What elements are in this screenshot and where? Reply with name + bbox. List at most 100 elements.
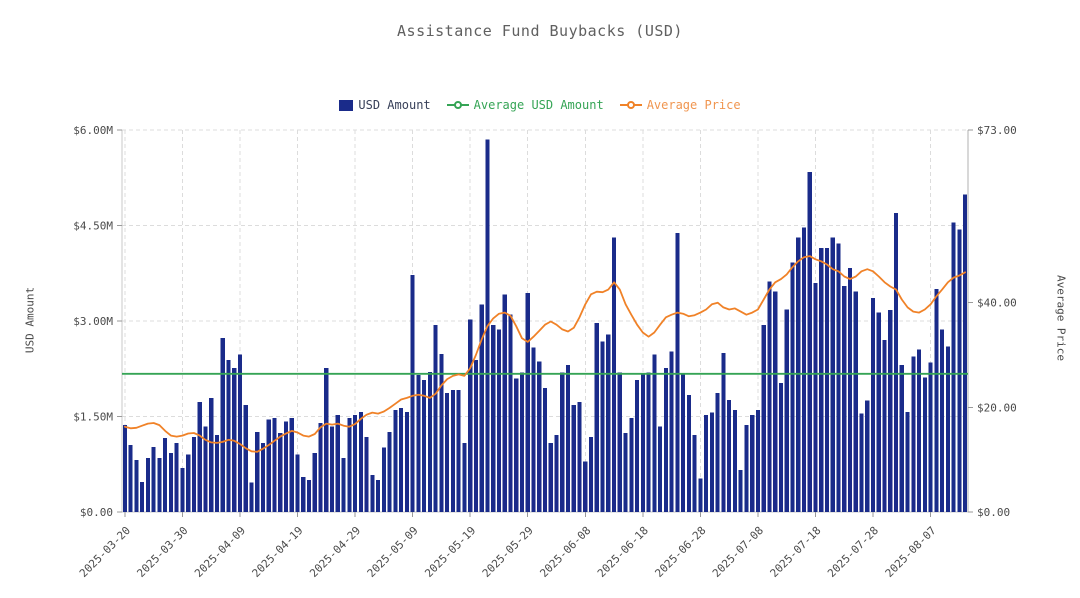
bar[interactable] — [755, 410, 761, 512]
bar[interactable] — [450, 389, 455, 512]
bar[interactable] — [329, 426, 335, 512]
bar[interactable] — [479, 304, 484, 512]
bar[interactable] — [917, 349, 922, 512]
bar[interactable] — [163, 438, 168, 512]
bar[interactable] — [433, 324, 438, 512]
bar[interactable] — [738, 470, 743, 512]
bar[interactable] — [876, 312, 881, 512]
bar[interactable] — [611, 237, 617, 512]
bar[interactable] — [721, 352, 726, 512]
bar[interactable] — [525, 293, 530, 512]
bar[interactable] — [704, 415, 709, 512]
bar[interactable] — [847, 268, 853, 512]
bar[interactable] — [134, 459, 139, 512]
bar[interactable] — [905, 412, 910, 512]
bar[interactable] — [283, 421, 289, 512]
bar[interactable] — [186, 454, 191, 512]
bar[interactable] — [318, 422, 323, 512]
bar[interactable] — [652, 354, 657, 512]
bar[interactable] — [272, 417, 277, 512]
bar[interactable] — [617, 372, 622, 512]
bar[interactable] — [698, 478, 703, 512]
legend-item-usd-amount[interactable]: USD Amount — [339, 98, 431, 112]
bar[interactable] — [629, 417, 634, 512]
bar[interactable] — [963, 194, 968, 513]
bar[interactable] — [778, 382, 784, 512]
bar[interactable] — [301, 477, 306, 512]
bar[interactable] — [681, 374, 686, 513]
bar[interactable] — [767, 281, 772, 513]
bar[interactable] — [732, 410, 737, 512]
bar[interactable] — [859, 413, 864, 512]
bar[interactable] — [669, 351, 674, 512]
bar[interactable] — [370, 475, 375, 512]
bar[interactable] — [387, 431, 392, 512]
bar[interactable] — [911, 356, 916, 512]
bar[interactable] — [922, 377, 927, 512]
bar[interactable] — [226, 359, 231, 512]
bar[interactable] — [462, 443, 467, 512]
bar[interactable] — [324, 368, 329, 512]
bar[interactable] — [606, 334, 611, 512]
bar[interactable] — [445, 392, 450, 512]
bar[interactable] — [260, 443, 266, 512]
bar[interactable] — [727, 399, 732, 512]
bar[interactable] — [548, 443, 553, 512]
bar[interactable] — [335, 415, 340, 512]
bar[interactable] — [957, 229, 962, 513]
bar[interactable] — [473, 359, 479, 512]
bar[interactable] — [491, 324, 496, 512]
bar[interactable] — [278, 433, 283, 512]
bar[interactable] — [439, 354, 444, 512]
bar[interactable] — [128, 445, 133, 512]
bar[interactable] — [663, 368, 668, 512]
bar[interactable] — [145, 457, 150, 512]
bar[interactable] — [658, 426, 663, 512]
bar[interactable] — [635, 380, 640, 512]
bar[interactable] — [600, 341, 605, 512]
bar[interactable] — [807, 172, 812, 512]
bar[interactable] — [583, 461, 588, 512]
bar[interactable] — [209, 398, 214, 512]
bar[interactable] — [675, 233, 680, 512]
legend-item-average-price[interactable]: Average Price — [619, 98, 741, 112]
bar[interactable] — [692, 435, 697, 512]
bar[interactable] — [203, 426, 208, 512]
bar[interactable] — [197, 401, 202, 512]
bar[interactable] — [646, 372, 651, 512]
bar[interactable] — [347, 417, 352, 512]
bar[interactable] — [784, 309, 789, 513]
bar[interactable] — [928, 362, 933, 512]
bar[interactable] — [358, 412, 363, 512]
bar[interactable] — [830, 237, 835, 512]
bar[interactable] — [790, 262, 795, 512]
bar[interactable] — [709, 412, 714, 512]
bar[interactable] — [393, 410, 398, 512]
bar[interactable] — [174, 443, 179, 512]
bar[interactable] — [577, 401, 582, 512]
bar[interactable] — [157, 457, 162, 512]
bar[interactable] — [410, 275, 415, 512]
bar[interactable] — [353, 415, 358, 512]
bar[interactable] — [623, 433, 628, 512]
bar[interactable] — [537, 361, 542, 512]
bar[interactable] — [180, 468, 185, 512]
bar[interactable] — [796, 237, 801, 512]
bar[interactable] — [824, 247, 830, 513]
bar[interactable] — [140, 482, 145, 512]
bar[interactable] — [295, 454, 300, 512]
bar[interactable] — [945, 346, 950, 513]
bar[interactable] — [893, 212, 899, 513]
bar[interactable] — [761, 324, 766, 512]
bar[interactable] — [422, 380, 427, 512]
bar[interactable] — [243, 405, 248, 512]
bar[interactable] — [565, 364, 571, 512]
bar[interactable] — [801, 227, 807, 512]
bar[interactable] — [542, 387, 548, 512]
bar[interactable] — [514, 378, 519, 512]
bar[interactable] — [249, 482, 254, 512]
bar[interactable] — [266, 419, 271, 512]
bar[interactable] — [468, 319, 473, 512]
bar[interactable] — [381, 447, 386, 512]
bar[interactable] — [882, 340, 887, 512]
